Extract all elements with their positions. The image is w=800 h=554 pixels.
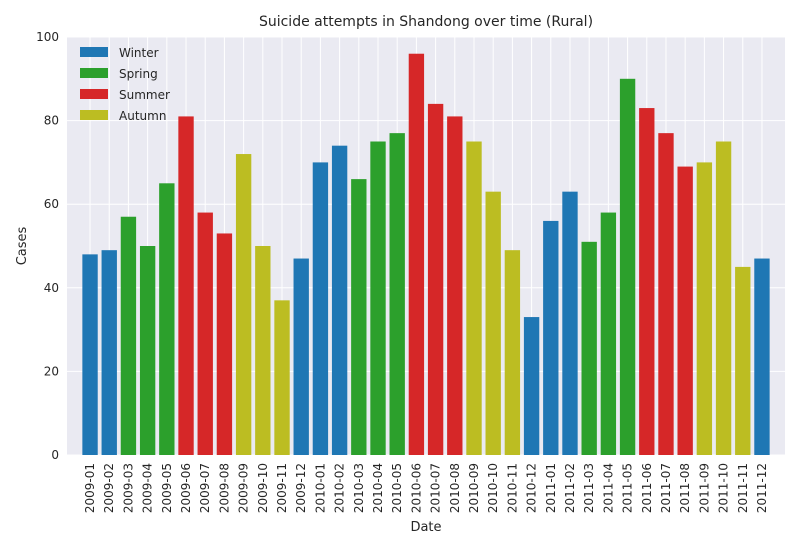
bar-2011-12: [754, 258, 770, 455]
legend-swatch-autumn: [80, 110, 108, 120]
legend-swatch-spring: [80, 68, 108, 78]
x-tick-label: 2009-07: [198, 463, 212, 513]
bar-2011-05: [619, 78, 636, 456]
x-tick-label: 2010-02: [333, 463, 347, 513]
x-tick-label: 2009-06: [179, 463, 193, 513]
y-tick-label: 60: [44, 197, 59, 211]
bar-2009-12: [293, 258, 309, 455]
x-tick-label: 2011-04: [601, 463, 615, 513]
x-tick-label: 2009-04: [141, 463, 155, 513]
legend: Winter Spring Summer Autumn: [80, 46, 170, 123]
bar-2010-04: [370, 141, 386, 455]
x-tick-label: 2011-06: [640, 463, 654, 513]
bar-2009-08: [216, 233, 233, 455]
x-tick-label: 2009-02: [102, 463, 116, 513]
bar-2009-09: [235, 154, 252, 456]
bar-2009-10: [255, 246, 271, 455]
x-tick-label: 2009-11: [275, 463, 289, 513]
bar-2010-08: [447, 116, 463, 456]
bar-2011-01: [543, 220, 559, 455]
x-tick-label: 2011-02: [563, 463, 577, 513]
x-tick-label: 2011-08: [678, 463, 692, 513]
x-tick-label: 2011-09: [697, 463, 711, 513]
bar-2011-10: [715, 141, 732, 455]
bar-2009-06: [178, 116, 194, 456]
legend-swatch-winter: [80, 47, 108, 57]
y-tick-label: 0: [51, 448, 59, 462]
bars: [82, 53, 770, 456]
x-tick-label: 2011-12: [755, 463, 769, 513]
bar-2009-05: [159, 183, 175, 456]
legend-label-winter: Winter: [119, 46, 159, 60]
x-tick-label: 2010-03: [352, 463, 366, 513]
x-tick-label: 2010-11: [505, 463, 519, 513]
y-tick-label: 100: [36, 30, 59, 44]
x-tick-label: 2010-12: [525, 463, 539, 513]
bar-2010-05: [389, 133, 405, 455]
y-tick-label: 40: [44, 281, 59, 295]
x-tick-label: 2011-11: [736, 463, 750, 513]
bar-2009-01: [82, 254, 98, 455]
bar-2009-02: [101, 250, 117, 455]
x-tick-label: 2010-10: [486, 463, 500, 513]
bar-2009-11: [274, 300, 290, 455]
bar-2010-11: [504, 250, 521, 455]
x-tick-label: 2011-10: [717, 463, 731, 513]
x-tick-label: 2009-10: [256, 463, 270, 513]
x-tick-label: 2009-01: [83, 463, 97, 513]
bar-2010-06: [408, 53, 425, 455]
bar-2011-07: [658, 133, 674, 455]
x-tick-label: 2010-06: [409, 463, 423, 513]
legend-label-spring: Spring: [119, 67, 158, 81]
x-tick-label: 2010-09: [467, 463, 481, 513]
bar-2009-04: [139, 246, 156, 455]
y-axis-ticks: 0 20 40 60 80 100: [36, 30, 59, 462]
bar-2011-11: [735, 266, 751, 455]
bar-2011-04: [600, 212, 617, 455]
x-tick-label: 2010-04: [371, 463, 385, 513]
bar-2011-08: [677, 166, 693, 455]
plot-area: [67, 37, 785, 455]
bar-2010-01: [312, 162, 329, 455]
x-tick-label: 2010-05: [390, 463, 404, 513]
bar-2009-07: [197, 212, 213, 455]
chart-title: Suicide attempts in Shandong over time (…: [259, 14, 593, 30]
x-tick-label: 2010-07: [429, 463, 443, 513]
y-axis-label: Cases: [15, 226, 30, 265]
bar-2009-03: [120, 216, 137, 455]
bar-2011-03: [581, 241, 597, 455]
bar-2010-12: [523, 317, 540, 455]
y-tick-label: 80: [44, 114, 59, 128]
legend-swatch-summer: [80, 89, 108, 99]
x-axis-label: Date: [410, 520, 441, 535]
bar-2011-09: [696, 162, 713, 455]
x-tick-label: 2009-08: [217, 463, 231, 513]
bar-2010-03: [351, 179, 367, 455]
x-tick-label: 2011-05: [621, 463, 635, 513]
x-tick-label: 2010-01: [313, 463, 327, 513]
legend-label-summer: Summer: [119, 88, 170, 102]
bar-2010-09: [466, 141, 482, 455]
x-tick-label: 2009-09: [237, 463, 251, 513]
bar-2011-06: [639, 108, 655, 455]
x-tick-label: 2009-12: [294, 463, 308, 513]
x-tick-label: 2011-03: [582, 463, 596, 513]
x-tick-label: 2009-03: [121, 463, 135, 513]
x-tick-label: 2009-05: [160, 463, 174, 513]
legend-label-autumn: Autumn: [119, 109, 166, 123]
x-tick-label: 2011-01: [544, 463, 558, 513]
bar-2011-02: [562, 191, 578, 455]
bar-2010-02: [331, 145, 348, 455]
x-tick-label: 2011-07: [659, 463, 673, 513]
bar-2010-07: [427, 103, 444, 455]
x-axis-ticks: 2009-01 2009-02 2009-03 2009-04 2009-05 2009-…: [83, 463, 769, 513]
bar-2010-10: [485, 191, 501, 455]
x-tick-label: 2010-08: [448, 463, 462, 513]
y-tick-label: 20: [44, 364, 59, 378]
